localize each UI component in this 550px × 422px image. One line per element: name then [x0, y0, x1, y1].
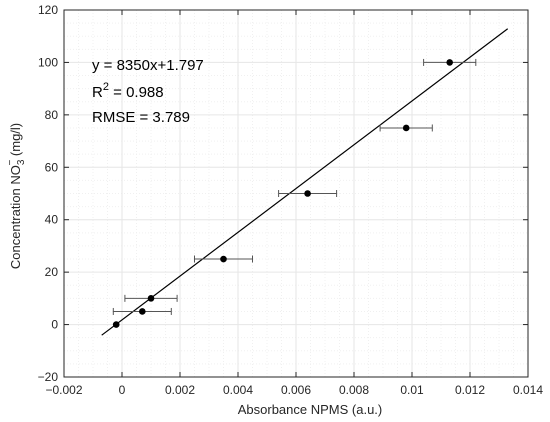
y-tick-label: 120	[38, 3, 58, 17]
y-tick-label: 40	[45, 213, 59, 227]
x-tick-label: 0.014	[513, 383, 543, 397]
x-tick-label: 0.008	[339, 383, 369, 397]
data-points	[112, 58, 477, 328]
data-point	[139, 308, 146, 315]
fit-line	[101, 28, 509, 336]
x-tick-label: 0.012	[455, 383, 485, 397]
data-point	[112, 321, 120, 328]
x-tick-label: 0	[119, 383, 126, 397]
x-axis-ticks: −0.002 0 0.002 0.004 0.006 0.008 0.01 0.012 0.01…	[45, 10, 543, 397]
y-axis-title: Concentration NO3− (mg/l)	[5, 123, 27, 269]
x-tick-label: 0.004	[223, 383, 253, 397]
rmse-annotation: RMSE = 3.789	[92, 109, 190, 126]
data-point	[446, 59, 454, 66]
y-tick-label: 100	[38, 55, 58, 69]
x-tick-label: 0.01	[400, 383, 424, 397]
fit-line-layer	[101, 28, 509, 336]
y-tick-label: 80	[45, 108, 59, 122]
x-tick-label: 0.006	[281, 383, 311, 397]
x-tick-label: −0.002	[45, 383, 82, 397]
data-point	[147, 295, 155, 302]
y-tick-label: 0	[51, 318, 58, 332]
y-tick-label: −20	[38, 370, 59, 384]
x-tick-label: 0.002	[165, 383, 195, 397]
data-point	[402, 124, 410, 132]
y-tick-label: 60	[45, 160, 59, 174]
y-tick-label: 20	[45, 265, 59, 279]
data-point	[220, 255, 227, 263]
y-axis-ticks: −20 0 20 40 60 80 100 120	[38, 3, 528, 384]
equation-annotation: y = 8350x+1.797	[92, 57, 204, 74]
x-axis-title: Absorbance NPMS (a.u.)	[238, 402, 383, 417]
r-squared-annotation: R2 = 0.988	[92, 81, 164, 101]
data-point	[304, 190, 311, 197]
